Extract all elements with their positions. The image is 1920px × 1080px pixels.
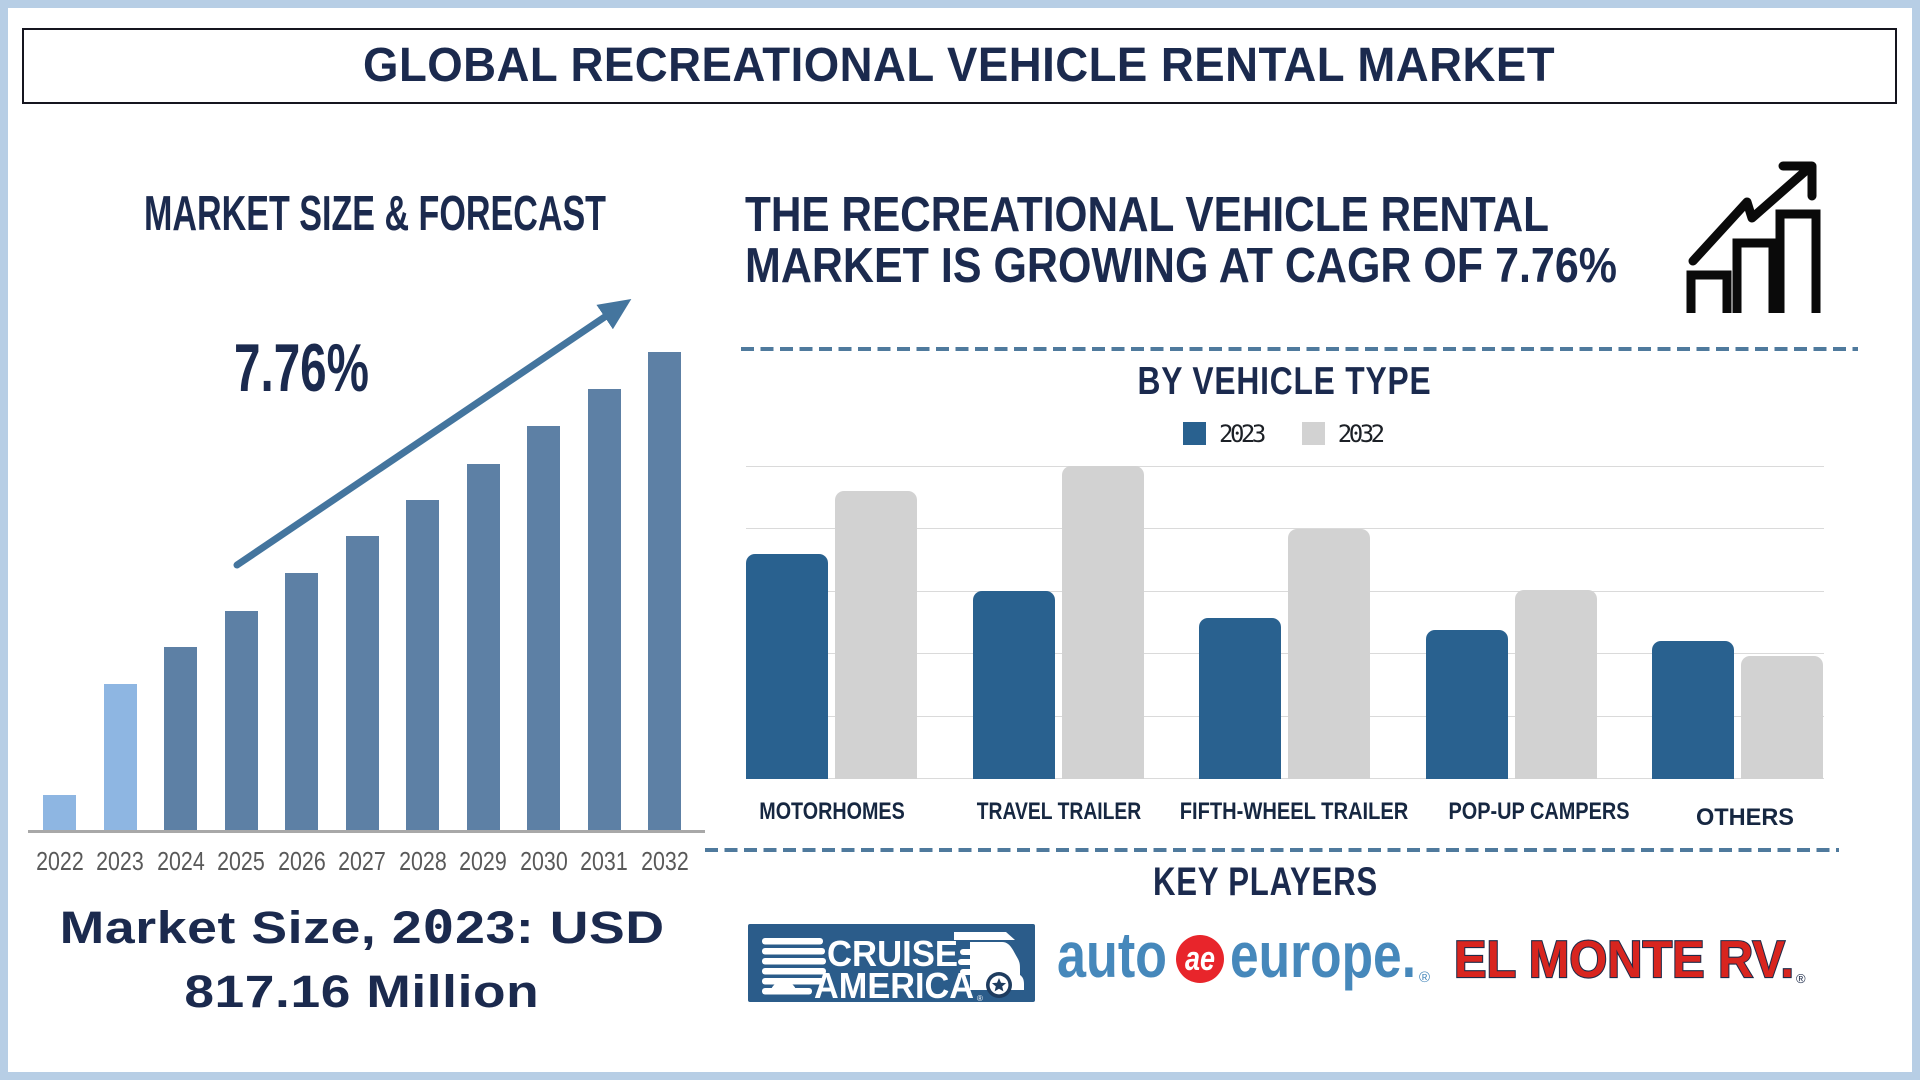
growth-chart-icon — [1686, 161, 1821, 313]
forecast-bar-2027 — [345, 536, 379, 830]
cruise-america-rv-cab — [954, 932, 1024, 990]
vehicle-bar-2032-motorhomes — [835, 491, 917, 779]
gridline — [746, 653, 1824, 654]
vehicle-bar-2032-pop-up-campers — [1514, 590, 1597, 779]
market-size-caption-line1: Market Size, 2023: USD — [59, 901, 665, 954]
vehicle-type-legend: 2023 2032 — [1183, 419, 1421, 448]
cagr-banner-line1: THE RECREATIONAL VEHICLE RENTAL — [745, 188, 1549, 242]
legend-label-2032: 2032 — [1337, 419, 1385, 448]
cagr-growth-label: 7.76% — [234, 330, 369, 406]
cruise-america-line2: AMERICA — [814, 965, 974, 1002]
forecast-year-labels: 2022 2023 2024 2025 2026 2027 2028 2029 2030 2031… — [28, 846, 705, 876]
title-box: GLOBAL RECREATIONAL VEHICLE RENTAL MARKE… — [22, 28, 1897, 104]
vehicle-type-chart — [746, 452, 1824, 779]
forecast-year-label-2026: 2026 — [277, 846, 326, 876]
vehicle-category-label-pop-up-campers: POP-UP CAMPERS — [1448, 798, 1630, 825]
market-size-caption-line2: 817.16 Million — [184, 966, 540, 1017]
auto-europe-monogram: ae — [1185, 940, 1215, 978]
cruise-america-reg: ® — [977, 994, 983, 1002]
auto-europe-word2: europe. — [1230, 919, 1416, 991]
market-size-forecast-chart — [28, 280, 705, 833]
forecast-bar-2028 — [406, 500, 439, 830]
el-monte-rv-logo: EL MONTE RV. ® — [1453, 930, 1806, 987]
gridline — [746, 715, 1824, 717]
vehicle-bar-2023-pop-up-campers — [1425, 630, 1508, 779]
vehicle-type-category-labels: MOTORHOMES TRAVEL TRAILER FIFTH-WHEEL TRAI… — [746, 798, 1824, 834]
vehicle-bar-2023-fifth-wheel-trailer — [1199, 618, 1281, 779]
gridline — [746, 465, 1824, 467]
gridline — [746, 528, 1824, 529]
forecast-year-label-2027: 2027 — [338, 846, 386, 876]
forecast-year-label-2029: 2029 — [459, 846, 507, 876]
forecast-bar-2032 — [648, 352, 681, 830]
cruise-america-logo: CRUISE AMERICA ® — [748, 924, 1035, 1002]
forecast-bar-2030 — [527, 426, 560, 830]
el-monte-reg: ® — [1796, 971, 1806, 986]
forecast-year-label-2028: 2028 — [398, 846, 447, 876]
legend-label-2023: 2023 — [1219, 419, 1266, 448]
forecast-year-label-2030: 2030 — [519, 846, 568, 876]
key-players-heading: KEY PLAYERS — [1152, 860, 1378, 904]
el-monte-text: EL MONTE RV. — [1454, 931, 1794, 987]
auto-europe-word1: auto — [1057, 919, 1167, 991]
vehicle-bar-2023-others — [1652, 641, 1734, 779]
by-vehicle-type-heading: BY VEHICLE TYPE — [1138, 360, 1432, 403]
page-title: GLOBAL RECREATIONAL VEHICLE RENTAL MARKE… — [363, 38, 1556, 92]
legend-swatch-2023 — [1183, 422, 1206, 445]
vehicle-bar-2032-others — [1741, 656, 1823, 779]
forecast-year-label-2023: 2023 — [96, 846, 144, 876]
vehicle-bar-2032-fifth-wheel-trailer — [1288, 529, 1370, 779]
market-size-caption: Market Size, 2023: USD 817.16 Million — [24, 896, 700, 1024]
cruise-america-star — [991, 978, 1007, 992]
cagr-banner-line2: MARKET IS GROWING AT CAGR OF 7.76% — [745, 239, 1617, 293]
market-size-heading: MARKET SIZE & FORECAST — [144, 187, 606, 241]
forecast-year-label-2032: 2032 — [640, 846, 689, 876]
forecast-year-label-2025: 2025 — [217, 846, 265, 876]
cruise-america-speed-stripes — [762, 938, 994, 995]
dashed-divider-bottom — [705, 848, 1839, 852]
x-axis-line — [28, 830, 705, 833]
cruise-america-line1: CRUISE — [827, 933, 958, 974]
forecast-bar-2022 — [43, 795, 76, 830]
vehicle-bar-2032-travel-trailer — [1061, 466, 1144, 779]
forecast-year-label-2031: 2031 — [580, 846, 628, 876]
vehicle-category-label-others: OTHERS — [1696, 804, 1794, 831]
vehicle-category-label-travel-trailer: TRAVEL TRAILER — [976, 798, 1141, 825]
forecast-year-label-2022: 2022 — [35, 846, 84, 876]
auto-europe-reg: ® — [1419, 969, 1430, 986]
auto-europe-logo: auto ae europe. ® — [1047, 910, 1447, 1000]
forecast-bar-2026 — [285, 573, 318, 830]
forecast-bar-2031 — [587, 389, 621, 830]
vehicle-bar-2023-travel-trailer — [972, 591, 1055, 779]
forecast-bar-2029 — [466, 464, 500, 830]
growth-arrow-icon — [233, 298, 632, 569]
legend-swatch-2032 — [1301, 422, 1325, 445]
gridline — [746, 590, 1824, 592]
dashed-divider-top — [741, 347, 1858, 351]
gridline — [746, 778, 1824, 779]
vehicle-category-label-motorhomes: MOTORHOMES — [758, 798, 905, 825]
forecast-year-label-2024: 2024 — [156, 846, 205, 876]
forecast-bar-2024 — [164, 647, 197, 830]
forecast-bar-2023 — [103, 684, 137, 830]
forecast-bar-2025 — [224, 611, 258, 830]
vehicle-category-label-fifth-wheel-trailer: FIFTH-WHEEL TRAILER — [1179, 798, 1408, 825]
vehicle-bar-2023-motorhomes — [746, 554, 828, 779]
